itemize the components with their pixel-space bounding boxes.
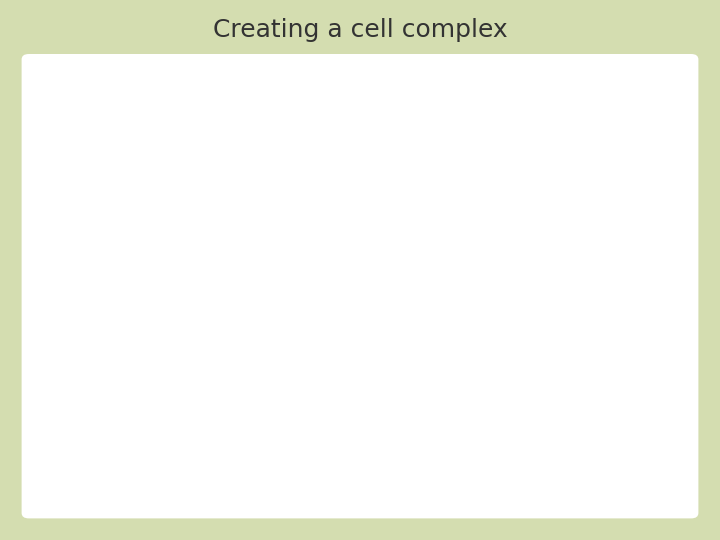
Text: 1-cell =open interval ={ x in R :  ||x || < 1 }: 1-cell =open interval ={ x in R : ||x ||… — [30, 230, 505, 250]
Text: Building block:  n-cells = { x in R: Building block: n-cells = { x in R — [55, 96, 415, 114]
Text: n: n — [521, 85, 530, 98]
Ellipse shape — [601, 159, 619, 181]
Text: :  ||x || < 1 }: : ||x || < 1 } — [410, 160, 550, 180]
Text: :  ||x || < 1 }: : ||x || < 1 } — [425, 420, 565, 440]
Ellipse shape — [570, 282, 660, 377]
Text: 2-cell = open disk = { x in R: 2-cell = open disk = { x in R — [30, 315, 338, 334]
Text: Examples:: Examples: — [30, 160, 143, 179]
Ellipse shape — [571, 393, 659, 488]
Ellipse shape — [571, 429, 659, 451]
Text: :  || x || ≤ 1  }: : || x || ≤ 1 } — [530, 95, 683, 115]
Text: 3-cell = open ball = { x in R: 3-cell = open ball = { x in R — [30, 421, 333, 440]
Ellipse shape — [582, 431, 648, 447]
Text: 0-cell = { x in R: 0-cell = { x in R — [165, 160, 337, 179]
Text: 3: 3 — [415, 410, 423, 423]
Text: :  ||x || < 1 }: : ||x || < 1 } — [425, 315, 565, 335]
Text: 2: 2 — [415, 306, 424, 319]
Text: 0: 0 — [400, 151, 409, 164]
Text: Creating a cell complex: Creating a cell complex — [212, 18, 508, 42]
